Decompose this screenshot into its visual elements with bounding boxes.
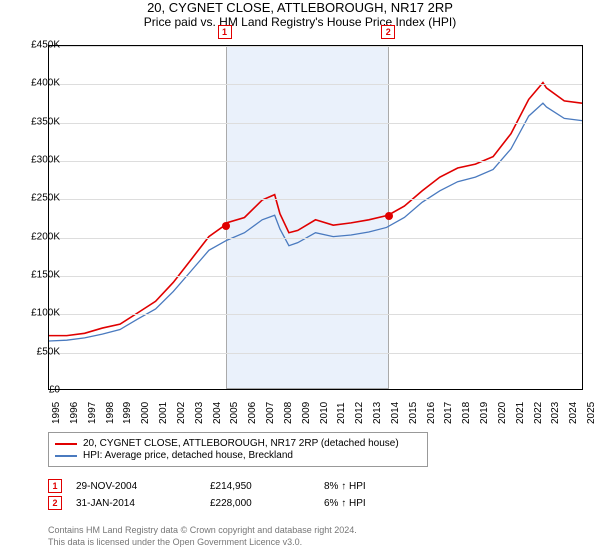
transaction-row: 2 31-JAN-2014 £228,000 6% ↑ HPI [48, 496, 583, 510]
x-axis-label: 2004 [212, 402, 223, 424]
x-axis-label: 1997 [87, 402, 98, 424]
y-axis-label: £450K [31, 40, 60, 51]
transaction-pct: 8% ↑ HPI [324, 481, 414, 492]
legend-item: 20, CYGNET CLOSE, ATTLEBOROUGH, NR17 2RP… [55, 438, 421, 449]
footer-line: This data is licensed under the Open Gov… [48, 537, 357, 549]
transaction-dot [385, 212, 393, 220]
transaction-row: 1 29-NOV-2004 £214,950 8% ↑ HPI [48, 479, 583, 493]
x-axis-label: 1999 [122, 402, 133, 424]
x-axis-label: 2012 [354, 402, 365, 424]
x-axis-label: 2013 [372, 402, 383, 424]
y-axis-label: £300K [31, 155, 60, 166]
transaction-marker: 1 [48, 479, 62, 493]
x-axis-label: 2016 [426, 402, 437, 424]
transaction-date: 29-NOV-2004 [76, 481, 196, 492]
x-axis-label: 2019 [479, 402, 490, 424]
page-subtitle: Price paid vs. HM Land Registry's House … [0, 15, 600, 29]
transaction-dot [222, 222, 230, 230]
x-axis-label: 2022 [533, 402, 544, 424]
x-axis-label: 2005 [229, 402, 240, 424]
x-axis-label: 2023 [550, 402, 561, 424]
y-axis-label: £250K [31, 193, 60, 204]
y-axis-label: £350K [31, 116, 60, 127]
price-chart [48, 45, 583, 390]
x-axis-label: 2001 [158, 402, 169, 424]
x-axis-label: 2011 [336, 402, 347, 424]
gridline [49, 161, 582, 162]
chart-lines [49, 46, 582, 389]
marker-label: 2 [381, 25, 395, 39]
legend-swatch [55, 443, 77, 445]
transaction-pct: 6% ↑ HPI [324, 498, 414, 509]
series-line [49, 103, 582, 341]
page-title: 20, CYGNET CLOSE, ATTLEBOROUGH, NR17 2RP [0, 0, 600, 15]
x-axis-label: 2014 [390, 402, 401, 424]
footer-line: Contains HM Land Registry data © Crown c… [48, 525, 357, 537]
gridline [49, 199, 582, 200]
transaction-price: £228,000 [210, 498, 310, 509]
transaction-table: 1 29-NOV-2004 £214,950 8% ↑ HPI 2 31-JAN-2014… [48, 476, 583, 513]
gridline [49, 276, 582, 277]
x-axis-label: 1996 [69, 402, 80, 424]
gridline [49, 353, 582, 354]
legend: 20, CYGNET CLOSE, ATTLEBOROUGH, NR17 2RP… [48, 432, 428, 467]
footer-attribution: Contains HM Land Registry data © Crown c… [48, 525, 357, 548]
series-line [49, 83, 582, 336]
marker-label: 1 [218, 25, 232, 39]
legend-item: HPI: Average price, detached house, Brec… [55, 450, 421, 461]
gridline [49, 238, 582, 239]
x-axis-label: 1995 [51, 402, 62, 424]
legend-swatch [55, 455, 77, 457]
gridline [49, 46, 582, 47]
x-axis-label: 2020 [497, 402, 508, 424]
x-axis-label: 2024 [568, 402, 579, 424]
x-axis-label: 2007 [265, 402, 276, 424]
y-axis-label: £0 [49, 385, 60, 396]
x-axis-label: 2025 [586, 402, 597, 424]
legend-label: 20, CYGNET CLOSE, ATTLEBOROUGH, NR17 2RP… [83, 438, 399, 449]
x-axis-label: 2009 [301, 402, 312, 424]
x-axis-label: 2002 [176, 402, 187, 424]
y-axis-label: £200K [31, 231, 60, 242]
x-axis-label: 2017 [443, 402, 454, 424]
x-axis-label: 2000 [140, 402, 151, 424]
x-axis-label: 2010 [319, 402, 330, 424]
gridline [49, 123, 582, 124]
transaction-date: 31-JAN-2014 [76, 498, 196, 509]
gridline [49, 84, 582, 85]
x-axis-label: 2021 [515, 402, 526, 424]
x-axis-label: 2008 [283, 402, 294, 424]
x-axis-label: 1998 [105, 402, 116, 424]
x-axis-label: 2006 [247, 402, 258, 424]
y-axis-label: £400K [31, 78, 60, 89]
legend-label: HPI: Average price, detached house, Brec… [83, 450, 293, 461]
y-axis-label: £100K [31, 308, 60, 319]
transaction-price: £214,950 [210, 481, 310, 492]
x-axis-label: 2015 [408, 402, 419, 424]
y-axis-label: £150K [31, 270, 60, 281]
x-axis-label: 2018 [461, 402, 472, 424]
x-axis-label: 2003 [194, 402, 205, 424]
gridline [49, 314, 582, 315]
transaction-marker: 2 [48, 496, 62, 510]
y-axis-label: £50K [37, 346, 60, 357]
